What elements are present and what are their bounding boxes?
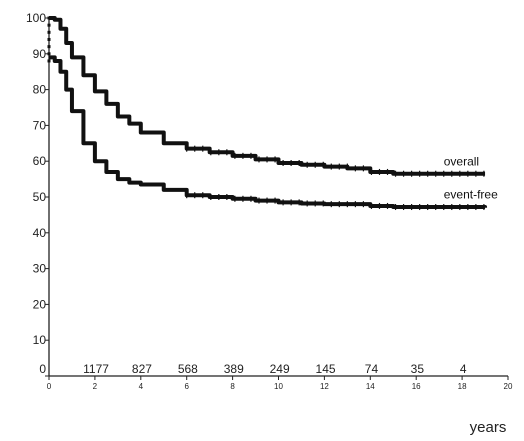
at-risk-number: 145	[316, 362, 336, 376]
series-layer	[47, 16, 488, 211]
series-point-overall	[47, 37, 51, 41]
at-risk-number: 827	[132, 362, 152, 376]
x-tick-label: 6	[184, 382, 189, 391]
series-point-overall	[47, 45, 51, 49]
series-point-overall	[47, 59, 51, 63]
y-tick-label: 50	[33, 190, 47, 204]
series-point-overall	[47, 23, 51, 27]
x-tick-label: 12	[320, 382, 329, 391]
y-tick-label: 100	[26, 11, 46, 25]
at-risk-number: 74	[365, 362, 379, 376]
x-axis-label: years	[470, 419, 507, 436]
series-line-event-free	[49, 55, 488, 210]
y-tick-label: 30	[33, 262, 47, 276]
y-tick-label: 80	[33, 83, 47, 97]
y-tick-label: 20	[33, 297, 47, 311]
x-tick-label: 14	[366, 382, 375, 391]
at-risk-number: 4	[460, 362, 467, 376]
x-tick-label: 20	[504, 382, 513, 391]
at-risk-number: 1177	[83, 362, 109, 376]
series-line-overall	[49, 16, 486, 176]
x-tick-label: 8	[230, 382, 235, 391]
x-tick-label: 0	[47, 382, 52, 391]
x-tick-label: 18	[458, 382, 467, 391]
series-label-event-free: event-free	[444, 188, 498, 202]
y-tick-label: 10	[33, 333, 47, 347]
x-tick-label: 2	[93, 382, 98, 391]
series-label-overall: overall	[444, 155, 479, 169]
at-risk-number: 568	[178, 362, 198, 376]
y-tick-label: 60	[33, 154, 47, 168]
labels-layer: 0 1177 827 568 389 249 145 74 35 4 years overall eve…	[39, 155, 506, 436]
x-tick-label: 4	[139, 382, 144, 391]
series-point-overall	[47, 16, 51, 20]
y-tick-label: 90	[33, 47, 47, 61]
at-risk-number: 0	[39, 362, 46, 376]
at-risk-number: 249	[270, 362, 290, 376]
y-tick-label: 70	[33, 118, 47, 132]
y-tick-label: 40	[33, 226, 47, 240]
series-point-overall	[47, 30, 51, 34]
at-risk-number: 35	[411, 362, 425, 376]
series-point-overall	[47, 52, 51, 56]
x-tick-label: 10	[274, 382, 283, 391]
x-tick-label: 16	[412, 382, 421, 391]
at-risk-number: 389	[224, 362, 244, 376]
